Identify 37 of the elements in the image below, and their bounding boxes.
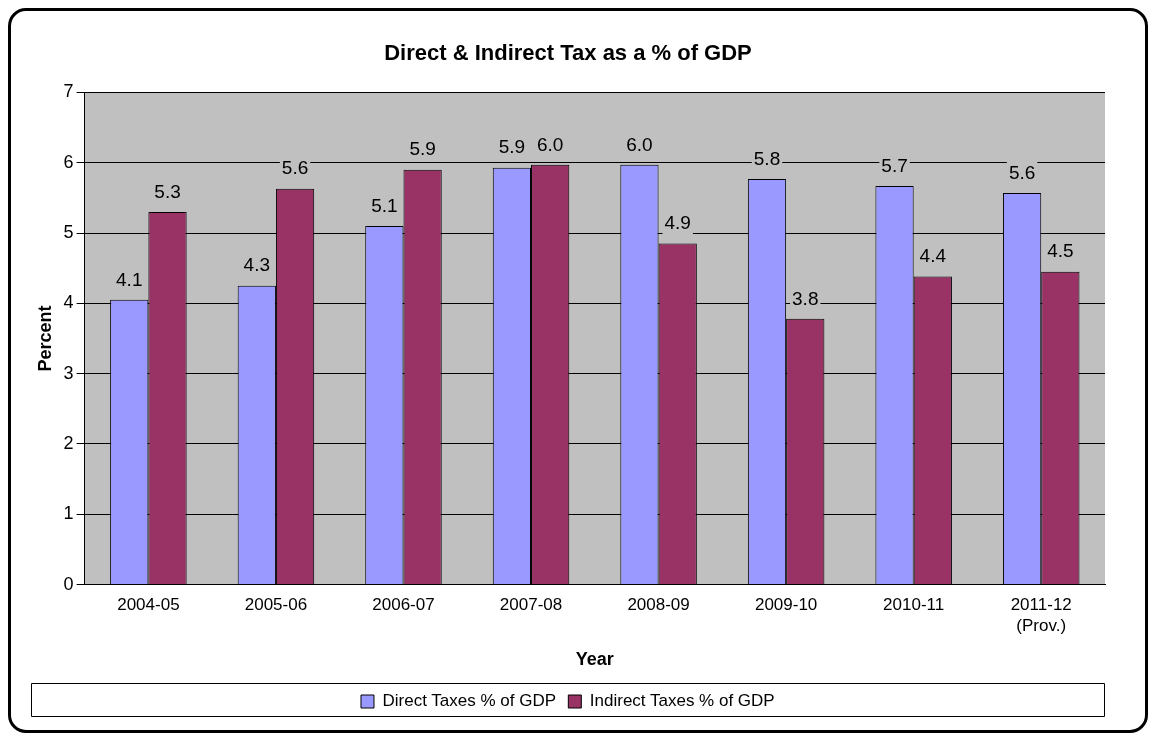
- data-label: 5.6: [281, 157, 309, 179]
- x-tick-label: 2008-09: [627, 595, 690, 615]
- y-tick-label: 7: [63, 81, 74, 102]
- x-tick-label: 2006-07: [372, 595, 435, 615]
- chart-title: Direct & Indirect Tax as a % of GDP: [384, 40, 752, 66]
- y-axis-title: Percent: [34, 305, 55, 372]
- y-tick-label: 4: [63, 292, 74, 313]
- y-tick-label: 6: [63, 151, 74, 172]
- legend-label: Direct Taxes % of GDP: [382, 691, 557, 711]
- data-label: 4.4: [919, 245, 947, 267]
- x-tick-label: 2007-08: [499, 595, 563, 615]
- x-axis-title: Year: [575, 649, 614, 670]
- x-tick-label: 2005-06: [244, 595, 308, 615]
- data-label: 5.7: [881, 154, 908, 176]
- x-tick-label: 2010-11: [883, 595, 945, 615]
- data-label: 5.8: [753, 147, 781, 169]
- data-label: 6.0: [536, 133, 564, 155]
- data-label: 3.8: [792, 287, 819, 309]
- data-label: 4.9: [664, 212, 691, 234]
- data-label: 5.9: [409, 138, 436, 160]
- y-tick-label: 3: [63, 362, 74, 383]
- x-tick-label: 2009-10: [754, 595, 818, 615]
- x-tick-label: 2004-05: [117, 595, 180, 615]
- data-label: 4.1: [116, 268, 143, 290]
- data-label: 6.0: [626, 133, 653, 155]
- data-label: 5.6: [1008, 161, 1036, 183]
- data-label: 5.9: [498, 136, 526, 158]
- x-tick-label: 2011-12 (Prov.): [1010, 595, 1072, 635]
- data-label: 5.3: [154, 180, 181, 202]
- data-label: 4.5: [1047, 240, 1074, 262]
- legend-label: Indirect Taxes % of GDP: [589, 691, 775, 711]
- y-tick-label: 0: [63, 573, 74, 594]
- y-tick-label: 5: [63, 222, 74, 242]
- y-tick-label: 1: [63, 503, 74, 524]
- data-label: 4.3: [243, 254, 271, 276]
- data-label: 5.1: [371, 194, 398, 216]
- y-tick-label: 2: [63, 432, 74, 453]
